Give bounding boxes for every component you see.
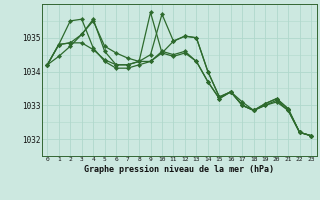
X-axis label: Graphe pression niveau de la mer (hPa): Graphe pression niveau de la mer (hPa) [84, 165, 274, 174]
